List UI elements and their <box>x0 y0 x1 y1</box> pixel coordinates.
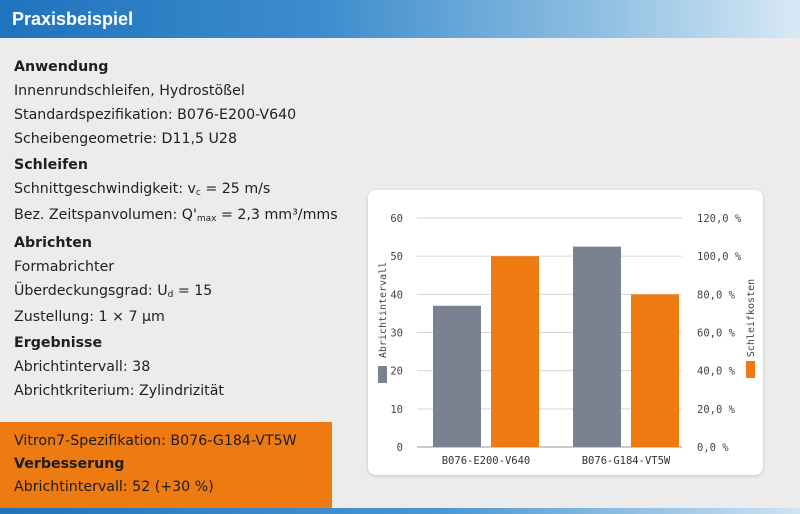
y-left-tick-label: 40 <box>390 289 403 301</box>
y-right-tick-label: 20,0 % <box>697 404 736 416</box>
y-left-tick-label: 0 <box>397 442 403 454</box>
footer-bar <box>0 508 800 514</box>
section-title-schleifen: Schleifen <box>14 157 88 173</box>
y-right-tick-label: 40,0 % <box>697 366 736 378</box>
anwendung-line: Scheibengeometrie: D11,5 U28 <box>14 131 237 147</box>
page-title: Praxisbeispiel <box>12 9 134 29</box>
info-panel: Anwendung Innenrundschleifen, Hydrostöße… <box>14 55 374 405</box>
ergebnisse-line: Abrichtkriterium: Zylindrizität <box>14 383 224 399</box>
y-right-tick-label: 100,0 % <box>697 251 742 263</box>
abrichten-line: Zustellung: 1 × 7 µm <box>14 309 165 325</box>
section-anwendung: Anwendung Innenrundschleifen, Hydrostöße… <box>14 55 374 151</box>
y-right-axis-title: Schleifkosten <box>746 279 757 357</box>
legend-marker-schleifkosten <box>746 361 755 378</box>
ergebnisse-line: Abrichtintervall: 38 <box>14 359 151 375</box>
y-left-tick-label: 10 <box>390 404 403 416</box>
y-right-tick-label: 0,0 % <box>697 442 729 454</box>
bar-abrichtintervall <box>433 305 481 447</box>
y-left-tick-label: 50 <box>390 251 403 263</box>
y-left-tick-label: 30 <box>390 328 403 340</box>
ueberdeckungsgrad-line: Überdeckungsgrad: Ud = 15 <box>14 283 213 300</box>
chart-card: 0 0,0 % 10 20,0 % 20 40,0 % 30 60,0 % 40 80,0 % 50… <box>368 190 763 475</box>
y-right-tick-label: 80,0 % <box>697 289 736 301</box>
vitron-spec: Vitron7-Spezifikation: B076-G184-VT5W <box>14 433 297 449</box>
improvement-result: Abrichtintervall: 52 (+30 %) <box>14 479 214 495</box>
header-bar: Praxisbeispiel <box>0 0 800 38</box>
anwendung-line: Standardspezifikation: B076-E200-V640 <box>14 107 297 123</box>
section-abrichten: Abrichten Formabrichter Überdeckungsgrad… <box>14 231 374 329</box>
bar-abrichtintervall <box>573 246 621 447</box>
section-schleifen: Schleifen Schnittgeschwindigkeit: vc = 2… <box>14 153 374 229</box>
schnittgeschwindigkeit-line: Schnittgeschwindigkeit: vc = 25 m/s <box>14 181 271 198</box>
improvement-box: Vitron7-Spezifikation: B076-G184-VT5W Ve… <box>0 422 332 508</box>
anwendung-line: Innenrundschleifen, Hydrostößel <box>14 83 245 99</box>
improvement-title: Verbesserung <box>14 456 125 472</box>
zeitspanvolumen-line: Bez. Zeitspanvolumen: Q'max = 2,3 mm³/mm… <box>14 207 338 224</box>
y-left-tick-label: 60 <box>390 213 403 225</box>
y-right-tick-label: 120,0 % <box>697 213 742 225</box>
bar-schleifkosten <box>631 294 679 447</box>
bar-chart: 0 0,0 % 10 20,0 % 20 40,0 % 30 60,0 % 40 80,0 % 50… <box>378 213 757 467</box>
bar-schleifkosten <box>491 256 539 447</box>
x-category-label: B076-G184-VT5W <box>582 455 671 467</box>
section-title-anwendung: Anwendung <box>14 59 109 75</box>
y-left-tick-label: 20 <box>390 366 403 378</box>
y-left-axis-title: Abrichtintervall <box>378 262 389 358</box>
section-ergebnisse: Ergebnisse Abrichtintervall: 38 Abrichtk… <box>14 331 374 403</box>
legend-marker-abrichtintervall <box>378 366 387 383</box>
y-right-tick-label: 60,0 % <box>697 328 736 340</box>
section-title-ergebnisse: Ergebnisse <box>14 335 103 351</box>
section-title-abrichten: Abrichten <box>14 235 93 251</box>
x-category-label: B076-E200-V640 <box>442 455 531 467</box>
abrichten-line: Formabrichter <box>14 259 115 275</box>
